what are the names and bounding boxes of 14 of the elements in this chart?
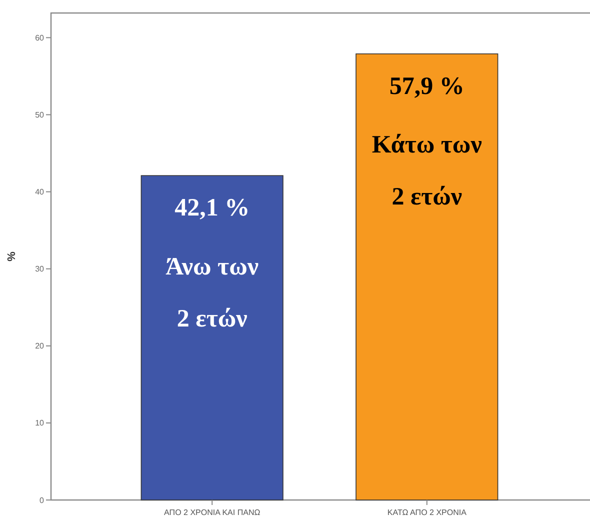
- y-tick-label: 0: [40, 496, 45, 505]
- y-tick-label: 60: [35, 33, 45, 42]
- y-axis-title: %: [6, 251, 18, 262]
- annotation: Κάτω των 2 ετών: [372, 132, 482, 211]
- x-tick-label: ΚΑΤΩ ΑΠΟ 2 ΧΡΟΝΙΑ: [387, 508, 468, 517]
- y-tick-label: 40: [35, 188, 45, 197]
- data-label: 42,1 %: [174, 194, 250, 222]
- annotation: Άνω των 2 ετών: [166, 253, 259, 332]
- data-label: 57,9 %: [389, 72, 464, 100]
- y-tick-label: 10: [35, 418, 45, 428]
- y-tick-label: 30: [35, 264, 45, 274]
- x-tick-label: ΑΠΟ 2 ΧΡΟΝΙΑ ΚΑΙ ΠΑΝΩ: [164, 508, 260, 517]
- y-tick-label: 20: [35, 342, 45, 351]
- y-tick-label: 50: [35, 110, 45, 120]
